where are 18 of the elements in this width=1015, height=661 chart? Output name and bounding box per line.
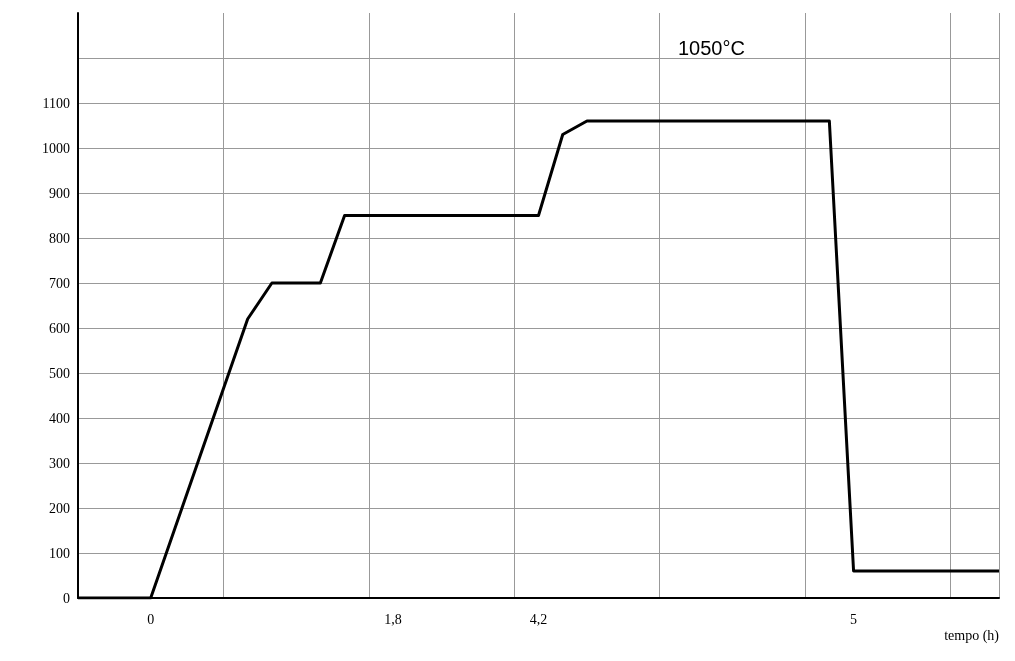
y-tick-label: 800 — [49, 230, 70, 246]
y-tick-label: 100 — [49, 545, 70, 561]
x-tick-label: 1,8 — [384, 611, 402, 627]
x-tick-label: 5 — [850, 611, 858, 627]
x-axis-title: tempo (h) — [944, 627, 1000, 644]
y-tick-label: 1000 — [42, 140, 70, 156]
y-tick-label: 600 — [49, 320, 70, 336]
x-tick-label: 0 — [147, 611, 155, 627]
y-tick-label: 500 — [49, 365, 70, 381]
y-tick-label: 1100 — [42, 95, 70, 111]
y-tick-label: 0 — [63, 590, 70, 606]
x-tick-label: 4,2 — [529, 611, 548, 627]
y-tick-label: 300 — [49, 455, 70, 471]
y-tick-label: 400 — [49, 410, 70, 426]
y-tick-label: 700 — [49, 275, 70, 291]
y-tick-label: 900 — [49, 185, 70, 201]
y-tick-label: 200 — [49, 500, 70, 516]
annotation: 1050°C — [678, 37, 745, 59]
